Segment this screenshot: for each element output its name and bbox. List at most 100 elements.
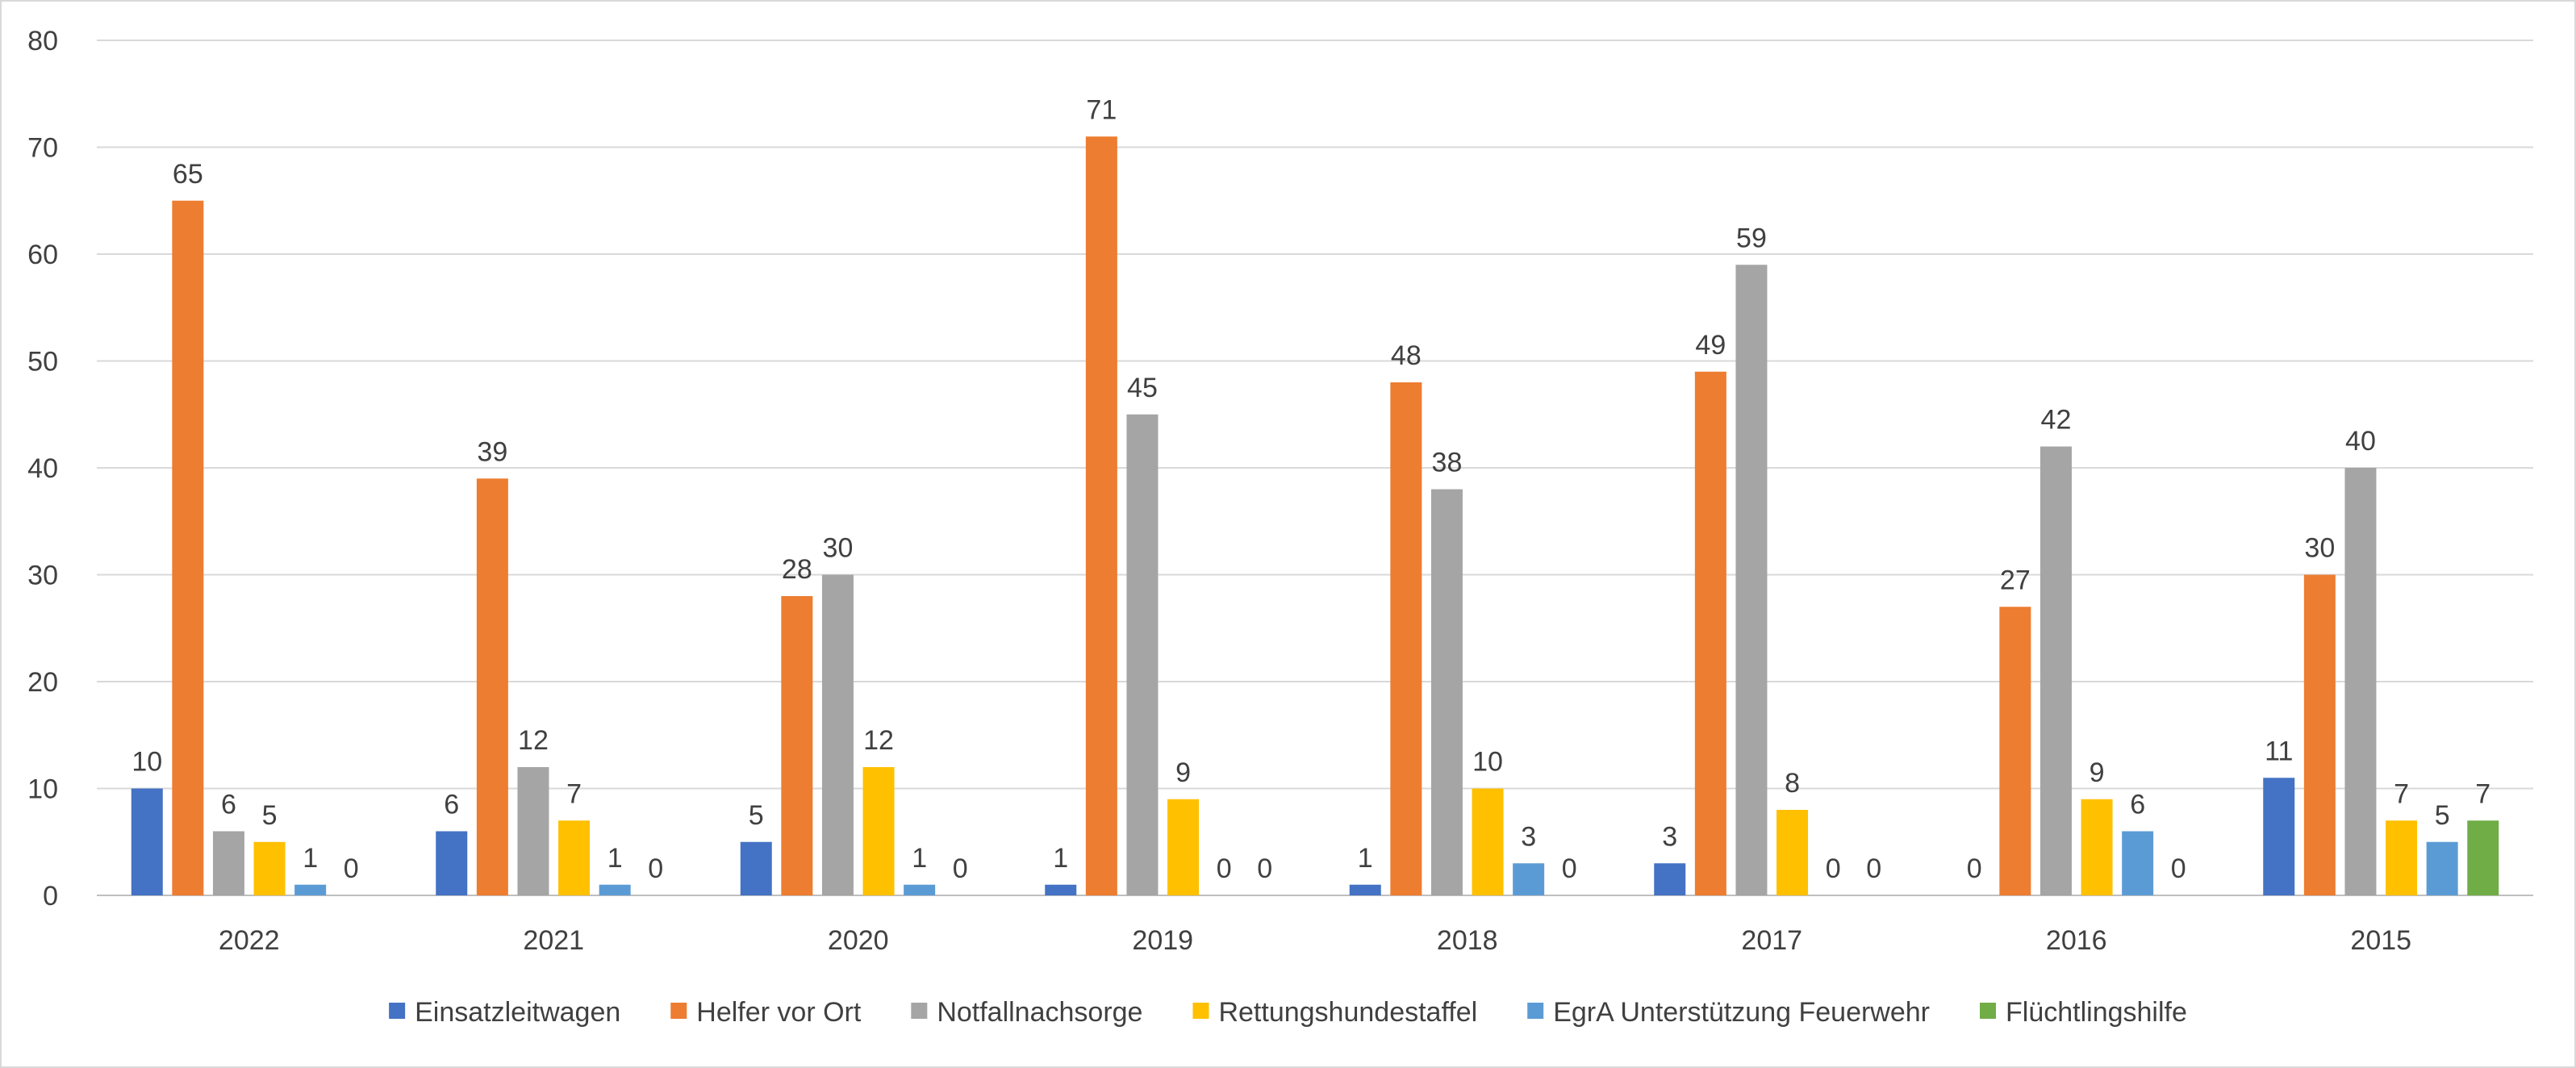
y-tick-label: 0	[43, 881, 58, 912]
data-label: 9	[1175, 757, 1191, 788]
data-label: 10	[132, 747, 162, 778]
y-tick-label: 80	[27, 26, 58, 56]
data-label: 0	[953, 853, 968, 884]
x-axis: 2022 2021 2020 2019 2018 2017 2016 2015	[219, 925, 2411, 956]
bar	[436, 831, 468, 895]
data-label: 42	[2041, 405, 2072, 436]
data-label: 7	[2394, 778, 2409, 809]
legend-label: Rettungshundestaffel	[1218, 997, 1477, 1028]
data-label: 38	[1432, 448, 1463, 478]
bar	[2386, 820, 2418, 895]
bar	[476, 478, 508, 895]
data-label: 0	[1866, 853, 1881, 884]
data-label: 1	[1358, 843, 1373, 874]
data-label: 49	[1695, 330, 1726, 361]
legend-item: Einsatzleitwagen	[389, 997, 620, 1028]
data-label: 39	[477, 436, 507, 467]
data-label: 6	[2130, 790, 2145, 820]
x-tick-label: 2021	[523, 925, 584, 956]
data-label: 71	[1086, 94, 1117, 125]
bar	[1045, 884, 1077, 895]
bar	[1430, 489, 1463, 895]
bar	[1694, 371, 1726, 895]
data-label: 48	[1391, 340, 1422, 371]
y-tick-label: 10	[27, 774, 58, 805]
legend-swatch	[911, 1003, 928, 1019]
bar	[212, 831, 244, 895]
bar	[1999, 607, 2031, 895]
bar	[1167, 799, 1200, 895]
data-label: 7	[2475, 778, 2490, 809]
bar	[1735, 265, 1768, 895]
bar	[904, 884, 936, 895]
x-tick-label: 2020	[828, 925, 889, 956]
legend-swatch	[1192, 1003, 1209, 1019]
data-label: 59	[1736, 223, 1767, 253]
data-label: 8	[1785, 768, 1800, 799]
bar	[1390, 382, 1422, 895]
data-label: 27	[2000, 565, 2031, 595]
data-label: 9	[2090, 757, 2105, 788]
bar	[599, 884, 631, 895]
y-axis: 0 10 20 30 40 50 60 70 80	[27, 26, 58, 912]
bar	[1776, 810, 1809, 895]
data-label: 28	[782, 554, 812, 585]
data-label: 12	[518, 725, 549, 756]
x-tick-label: 2016	[2046, 925, 2107, 956]
bar	[1126, 414, 1159, 895]
data-label: 5	[749, 800, 764, 831]
legend-item: Rettungshundestaffel	[1192, 997, 1477, 1028]
data-label: 30	[2304, 533, 2335, 564]
legend-label: Flüchtlingshilfe	[2006, 997, 2187, 1028]
bar	[253, 841, 286, 895]
legend-label: Einsatzleitwagen	[415, 997, 620, 1028]
bar	[517, 767, 549, 895]
data-label: 1	[607, 843, 623, 874]
data-label: 12	[863, 725, 894, 756]
bar	[1472, 788, 1504, 895]
data-label: 40	[2345, 426, 2376, 457]
data-label: 5	[262, 800, 278, 831]
bar	[862, 767, 895, 895]
data-label: 3	[1662, 821, 1677, 852]
y-tick-label: 40	[27, 453, 58, 484]
x-tick-label: 2022	[219, 925, 280, 956]
bar	[2426, 841, 2458, 895]
data-label: 0	[1217, 853, 1232, 884]
data-label: 0	[344, 853, 359, 884]
bar	[2303, 574, 2336, 895]
y-tick-label: 20	[27, 667, 58, 698]
legend-swatch	[1980, 1003, 1996, 1019]
x-tick-label: 2017	[1741, 925, 1802, 956]
data-label: 11	[2265, 736, 2293, 766]
bar	[294, 884, 327, 895]
data-label: 0	[648, 853, 663, 884]
bar	[2081, 799, 2113, 895]
data-label: 1	[912, 843, 927, 874]
data-label: 0	[1257, 853, 1272, 884]
data-label: 5	[2435, 800, 2450, 831]
data-label: 30	[823, 533, 854, 564]
data-label: 10	[1472, 747, 1503, 778]
data-label: 0	[1826, 853, 1841, 884]
legend-item: Flüchtlingshilfe	[1980, 997, 2187, 1028]
bar	[2344, 468, 2377, 895]
bar	[781, 596, 813, 895]
legend-item: Helfer vor Ort	[670, 997, 862, 1028]
legend-label: Helfer vor Ort	[696, 997, 862, 1028]
x-tick-label: 2015	[2350, 925, 2411, 956]
bar	[1654, 863, 1686, 895]
y-tick-label: 70	[27, 133, 58, 164]
bar	[1085, 136, 1117, 895]
data-label: 0	[1562, 853, 1577, 884]
bar	[2122, 831, 2154, 895]
bar	[1513, 863, 1545, 895]
bar	[1349, 884, 1381, 895]
bar	[558, 820, 591, 895]
x-tick-label: 2018	[1437, 925, 1498, 956]
data-label: 1	[303, 843, 318, 874]
data-label: 7	[566, 778, 582, 809]
bars	[131, 136, 2499, 895]
bar	[740, 841, 772, 895]
y-tick-label: 30	[27, 561, 58, 591]
